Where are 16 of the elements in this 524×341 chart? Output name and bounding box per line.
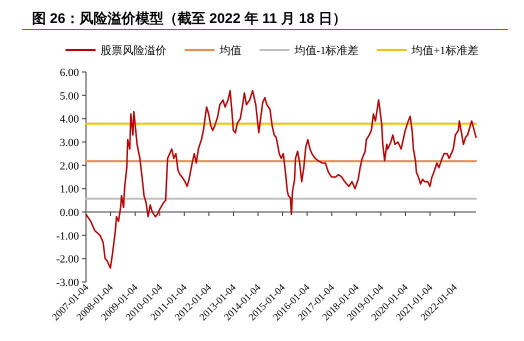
y-tick-label: -2.00 — [56, 254, 80, 266]
line-series — [85, 90, 477, 269]
y-tick-label: 3.00 — [60, 137, 80, 149]
y-tick-label: 2.00 — [60, 160, 80, 172]
chart-title: 图 26：风险溢价模型（截至 2022 年 11 月 18 日） — [32, 10, 346, 26]
legend-label: 股票风险溢价 — [100, 45, 167, 57]
y-tick-label: -1.00 — [56, 230, 80, 242]
legend-label: 均值 — [218, 45, 242, 57]
y-tick-label: -3.00 — [56, 277, 80, 289]
y-tick-label: 4.00 — [60, 114, 80, 126]
y-tick-label: 0.00 — [60, 207, 80, 219]
legend-label: 均值-1标准差 — [294, 44, 359, 57]
y-tick-label: 6.00 — [60, 67, 80, 79]
y-tick-label: 5.00 — [60, 90, 80, 102]
y-tick-label: 1.00 — [60, 184, 80, 196]
legend-label: 均值+1标准差 — [410, 44, 478, 57]
